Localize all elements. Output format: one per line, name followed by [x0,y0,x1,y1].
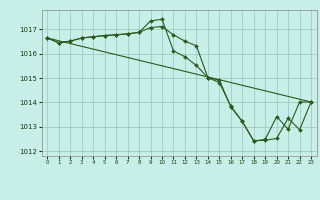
Text: Graphe pression niveau de la mer (hPa): Graphe pression niveau de la mer (hPa) [58,186,262,195]
